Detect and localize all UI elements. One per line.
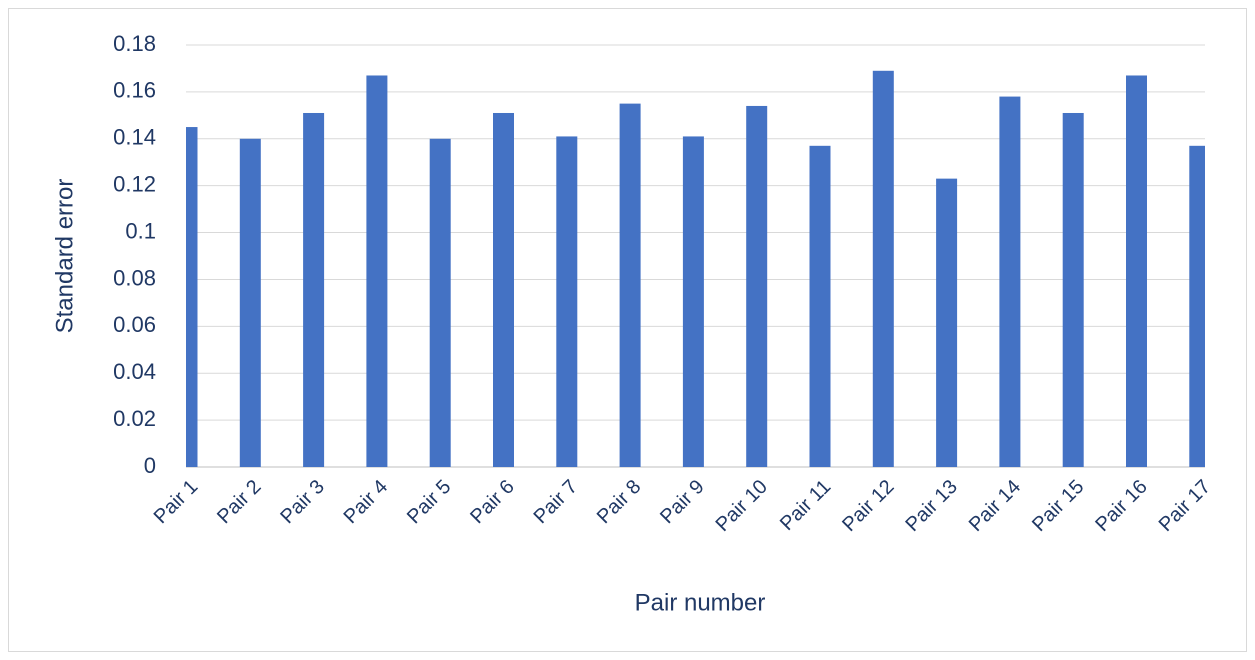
bar xyxy=(682,136,704,467)
bar xyxy=(1189,145,1205,468)
y-tick-label: 0.16 xyxy=(113,78,156,103)
y-tick-label: 0.02 xyxy=(113,406,156,431)
y-tick-label: 0.1 xyxy=(125,218,156,243)
grid xyxy=(186,44,1205,468)
y-tick-label: 0.08 xyxy=(113,265,156,290)
y-tick-label: 0.12 xyxy=(113,171,156,196)
bar xyxy=(746,105,768,467)
bar xyxy=(936,178,958,467)
bar xyxy=(1062,112,1084,467)
bar xyxy=(366,75,388,467)
y-tick-label: 0.06 xyxy=(113,312,156,337)
x-axis-title: Pair number xyxy=(635,589,766,616)
bar xyxy=(493,112,514,467)
y-axis-title: Standard error xyxy=(51,179,78,334)
bar xyxy=(556,136,578,467)
bars xyxy=(186,70,1205,468)
y-tick-label: 0.14 xyxy=(113,125,156,150)
bar xyxy=(999,96,1021,468)
y-tick-label: 0.18 xyxy=(113,31,156,56)
bar xyxy=(872,70,894,468)
bar xyxy=(303,112,325,467)
bar xyxy=(186,127,198,468)
y-tick-label: 0.04 xyxy=(113,359,156,384)
bar xyxy=(1126,75,1147,467)
bar xyxy=(239,138,261,467)
y-tick-label: 0 xyxy=(144,453,156,478)
bar xyxy=(429,138,451,467)
bar xyxy=(619,103,641,467)
bar xyxy=(809,145,831,468)
